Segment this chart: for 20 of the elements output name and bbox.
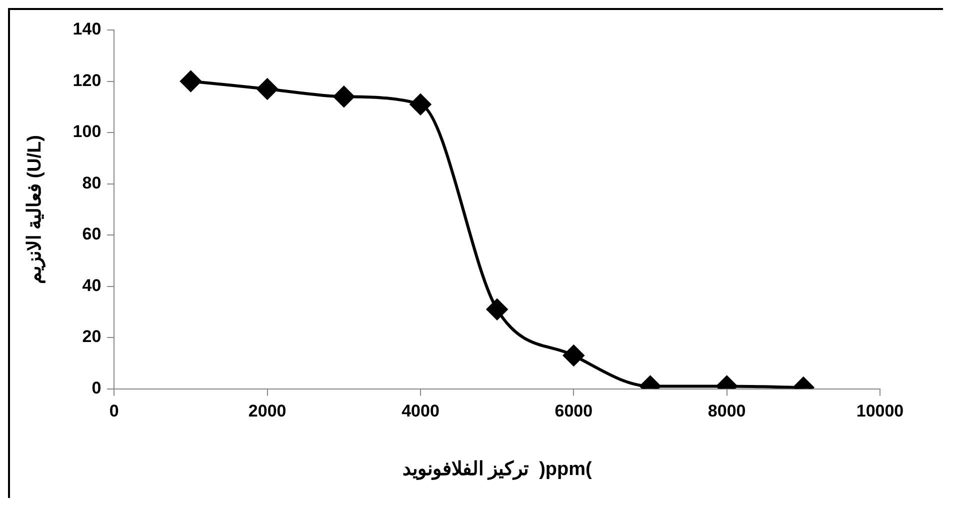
x-tick-label: 0	[109, 402, 119, 421]
x-tick-label: 6000	[554, 402, 593, 421]
y-tick-label: 20	[82, 327, 102, 346]
point	[410, 94, 431, 115]
y-tick-label: 100	[72, 122, 102, 142]
point	[256, 78, 278, 100]
x-tick-label: 4000	[402, 402, 440, 421]
y-tick-label: 60	[82, 224, 102, 244]
y-tick-label: 80	[82, 173, 102, 192]
x-axis-title: تركيز الفلافونويد )ppm(	[402, 458, 593, 480]
x-tick-label: 10000	[856, 402, 904, 421]
point	[180, 70, 202, 92]
y-tick-label: 0	[92, 378, 102, 398]
x-tick-label: 2000	[248, 402, 286, 421]
y-tick-label: 140	[72, 20, 102, 39]
x-tick-label: 8000	[708, 402, 746, 421]
point	[333, 86, 354, 108]
y-tick-label: 40	[82, 276, 102, 295]
y-tick-label: 120	[72, 70, 102, 90]
y-axis-title: فعالية الانزيم (U/L)	[24, 134, 46, 284]
